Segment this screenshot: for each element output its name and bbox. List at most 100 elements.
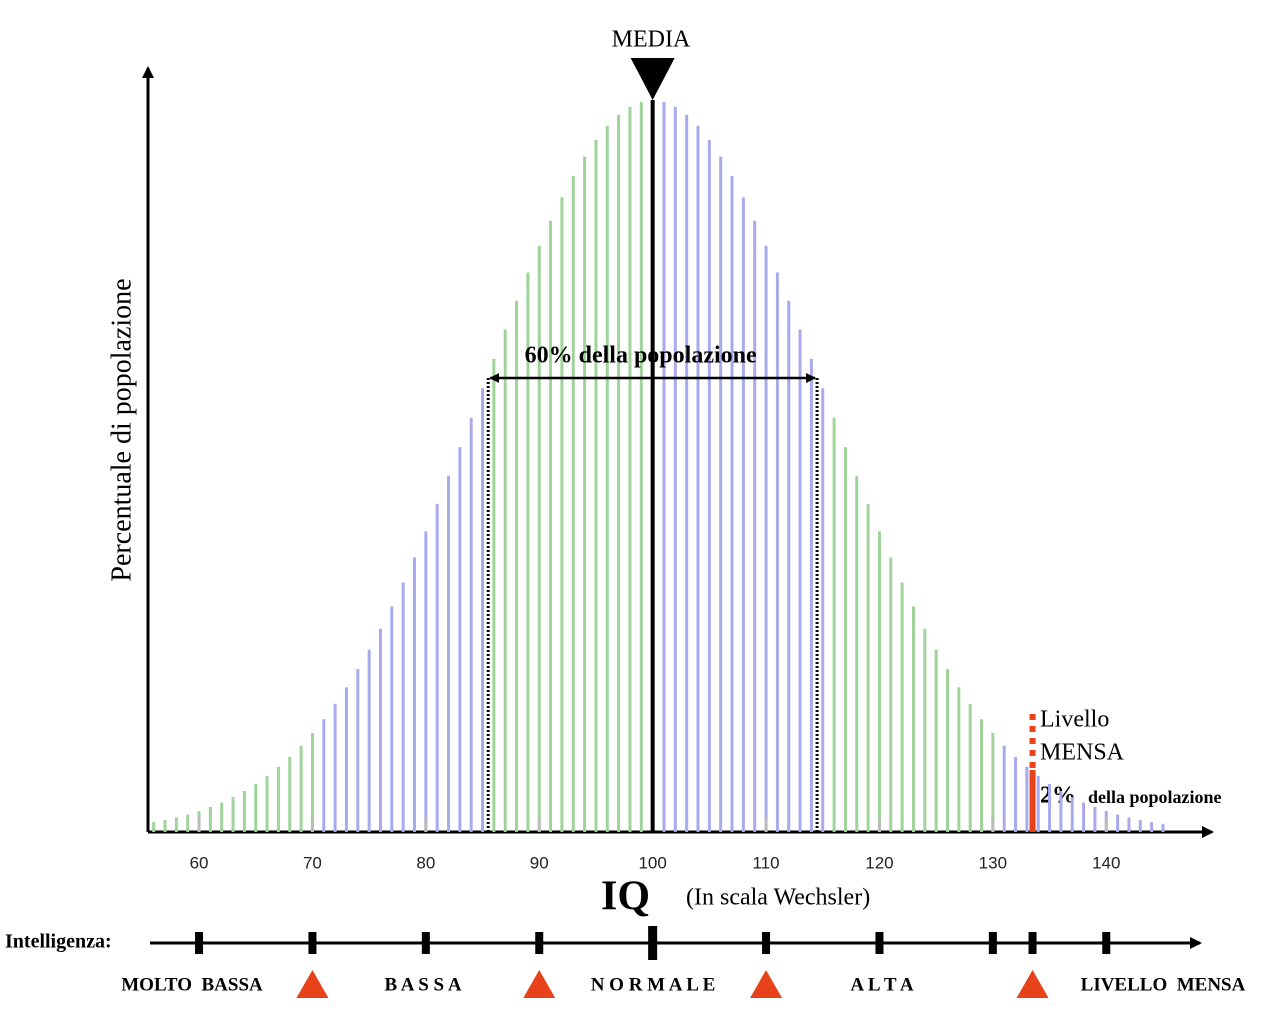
bar bbox=[855, 475, 859, 832]
bar bbox=[911, 606, 915, 832]
bar bbox=[1116, 814, 1120, 832]
bar bbox=[481, 388, 485, 832]
bar bbox=[571, 175, 575, 833]
bar bbox=[787, 300, 791, 832]
scale-mark bbox=[421, 932, 430, 954]
bar bbox=[492, 358, 496, 832]
bar bbox=[900, 582, 904, 832]
bar bbox=[208, 806, 212, 832]
bar bbox=[1082, 802, 1086, 832]
bar bbox=[503, 329, 507, 832]
bar bbox=[1161, 823, 1165, 832]
bar bbox=[242, 791, 246, 832]
scale-mark bbox=[988, 932, 997, 954]
bar bbox=[1150, 822, 1154, 832]
x-tick-label: 110 bbox=[752, 853, 779, 872]
x-tick-label: 90 bbox=[530, 853, 549, 872]
bar bbox=[1059, 791, 1063, 832]
mensa-share: 2% bbox=[1040, 783, 1076, 809]
bar bbox=[152, 822, 156, 832]
level-label: MOLTO BASSA bbox=[121, 974, 263, 995]
bar bbox=[458, 447, 462, 832]
y-axis-label: Percentuale di popolazione bbox=[106, 278, 137, 581]
bar bbox=[707, 139, 711, 832]
bar bbox=[628, 106, 632, 833]
bar bbox=[276, 766, 280, 832]
bar bbox=[809, 358, 813, 832]
bar bbox=[957, 687, 961, 832]
bar bbox=[390, 606, 394, 832]
scale-mark bbox=[1028, 932, 1037, 954]
bar bbox=[1048, 783, 1052, 832]
bar bbox=[583, 156, 587, 832]
bar bbox=[344, 687, 348, 832]
bar bbox=[741, 197, 745, 832]
bar bbox=[946, 669, 949, 832]
bar bbox=[288, 756, 292, 832]
level-label: LIVELLO MENSA bbox=[1081, 974, 1246, 995]
bar bbox=[696, 125, 700, 832]
scale-mark bbox=[308, 932, 317, 954]
mean-label: MEDIA bbox=[612, 27, 691, 53]
scale-mark bbox=[762, 932, 771, 954]
scale-mark bbox=[195, 932, 204, 954]
bar bbox=[843, 447, 847, 832]
bar bbox=[537, 245, 541, 833]
bar bbox=[231, 797, 235, 832]
bar bbox=[174, 817, 178, 832]
bar bbox=[617, 114, 621, 832]
bar bbox=[265, 775, 269, 832]
bar bbox=[798, 329, 802, 832]
bar bbox=[821, 388, 825, 832]
x-tick-label: 60 bbox=[190, 853, 209, 872]
bar bbox=[889, 557, 893, 832]
bar bbox=[764, 245, 768, 833]
x-axis-label: IQ bbox=[601, 874, 650, 920]
level-label: N O R M A L E bbox=[591, 974, 716, 995]
bar bbox=[753, 220, 757, 833]
bar bbox=[730, 175, 734, 833]
level-label: B A S S A bbox=[384, 974, 461, 995]
bar bbox=[299, 745, 303, 832]
bar bbox=[220, 802, 224, 832]
bar bbox=[186, 814, 190, 832]
bar bbox=[923, 628, 927, 832]
bar bbox=[934, 649, 938, 832]
bar bbox=[1138, 819, 1142, 832]
threshold-marker bbox=[1016, 970, 1049, 998]
bar bbox=[469, 417, 473, 832]
bar bbox=[356, 669, 360, 832]
bar bbox=[968, 703, 972, 832]
threshold-marker bbox=[523, 970, 556, 998]
mean-marker bbox=[630, 58, 675, 100]
bar bbox=[310, 732, 314, 832]
scale-title: Intelligenza: bbox=[5, 931, 112, 953]
range-label: 60% della popolazione bbox=[525, 343, 757, 369]
bar bbox=[413, 557, 416, 832]
bar bbox=[1093, 806, 1097, 832]
bar bbox=[639, 101, 643, 833]
x-tick-label: 130 bbox=[979, 853, 1007, 872]
bar bbox=[673, 106, 677, 833]
bar bbox=[378, 628, 382, 832]
bar bbox=[526, 272, 530, 832]
bar bbox=[719, 156, 723, 832]
mensa-label: Livello bbox=[1040, 707, 1109, 733]
bar bbox=[980, 719, 984, 832]
bar bbox=[877, 531, 881, 832]
bar bbox=[401, 582, 405, 832]
bar bbox=[560, 197, 564, 832]
bar bbox=[549, 220, 553, 833]
bar bbox=[1002, 745, 1006, 832]
bar bbox=[594, 139, 598, 832]
bar bbox=[1014, 756, 1018, 832]
bar bbox=[1070, 797, 1074, 832]
x-tick-label: 70 bbox=[303, 853, 322, 872]
bar bbox=[991, 732, 995, 832]
scale-mark bbox=[648, 926, 658, 960]
bar bbox=[866, 503, 870, 832]
x-tick-label: 120 bbox=[865, 853, 893, 872]
scale-mark bbox=[535, 932, 544, 954]
bar bbox=[832, 417, 836, 832]
